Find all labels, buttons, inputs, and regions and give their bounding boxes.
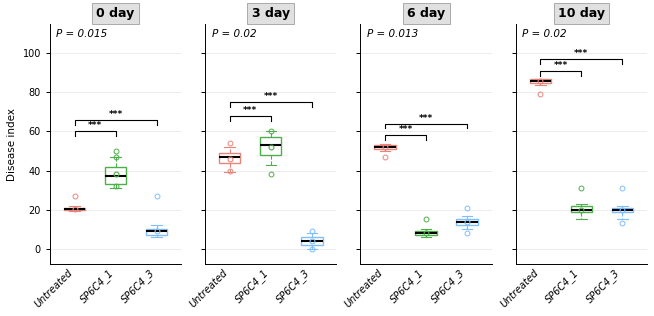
Text: ***: *** [398,125,413,134]
Text: ***: *** [264,92,278,101]
Text: P = 0.02: P = 0.02 [523,29,567,39]
Text: P = 0.02: P = 0.02 [212,29,256,39]
Text: ***: *** [243,106,258,115]
Text: ***: *** [574,49,589,58]
Title: 10 day: 10 day [558,7,605,20]
Title: 3 day: 3 day [252,7,290,20]
Text: ***: *** [419,114,433,123]
Text: P = 0.015: P = 0.015 [56,29,108,39]
Text: ***: *** [88,121,102,131]
Text: ***: *** [554,61,568,70]
Title: 6 day: 6 day [407,7,445,20]
Y-axis label: Disease index: Disease index [7,108,17,181]
Text: ***: *** [109,110,123,119]
Text: P = 0.013: P = 0.013 [367,29,419,39]
Title: 0 day: 0 day [96,7,135,20]
